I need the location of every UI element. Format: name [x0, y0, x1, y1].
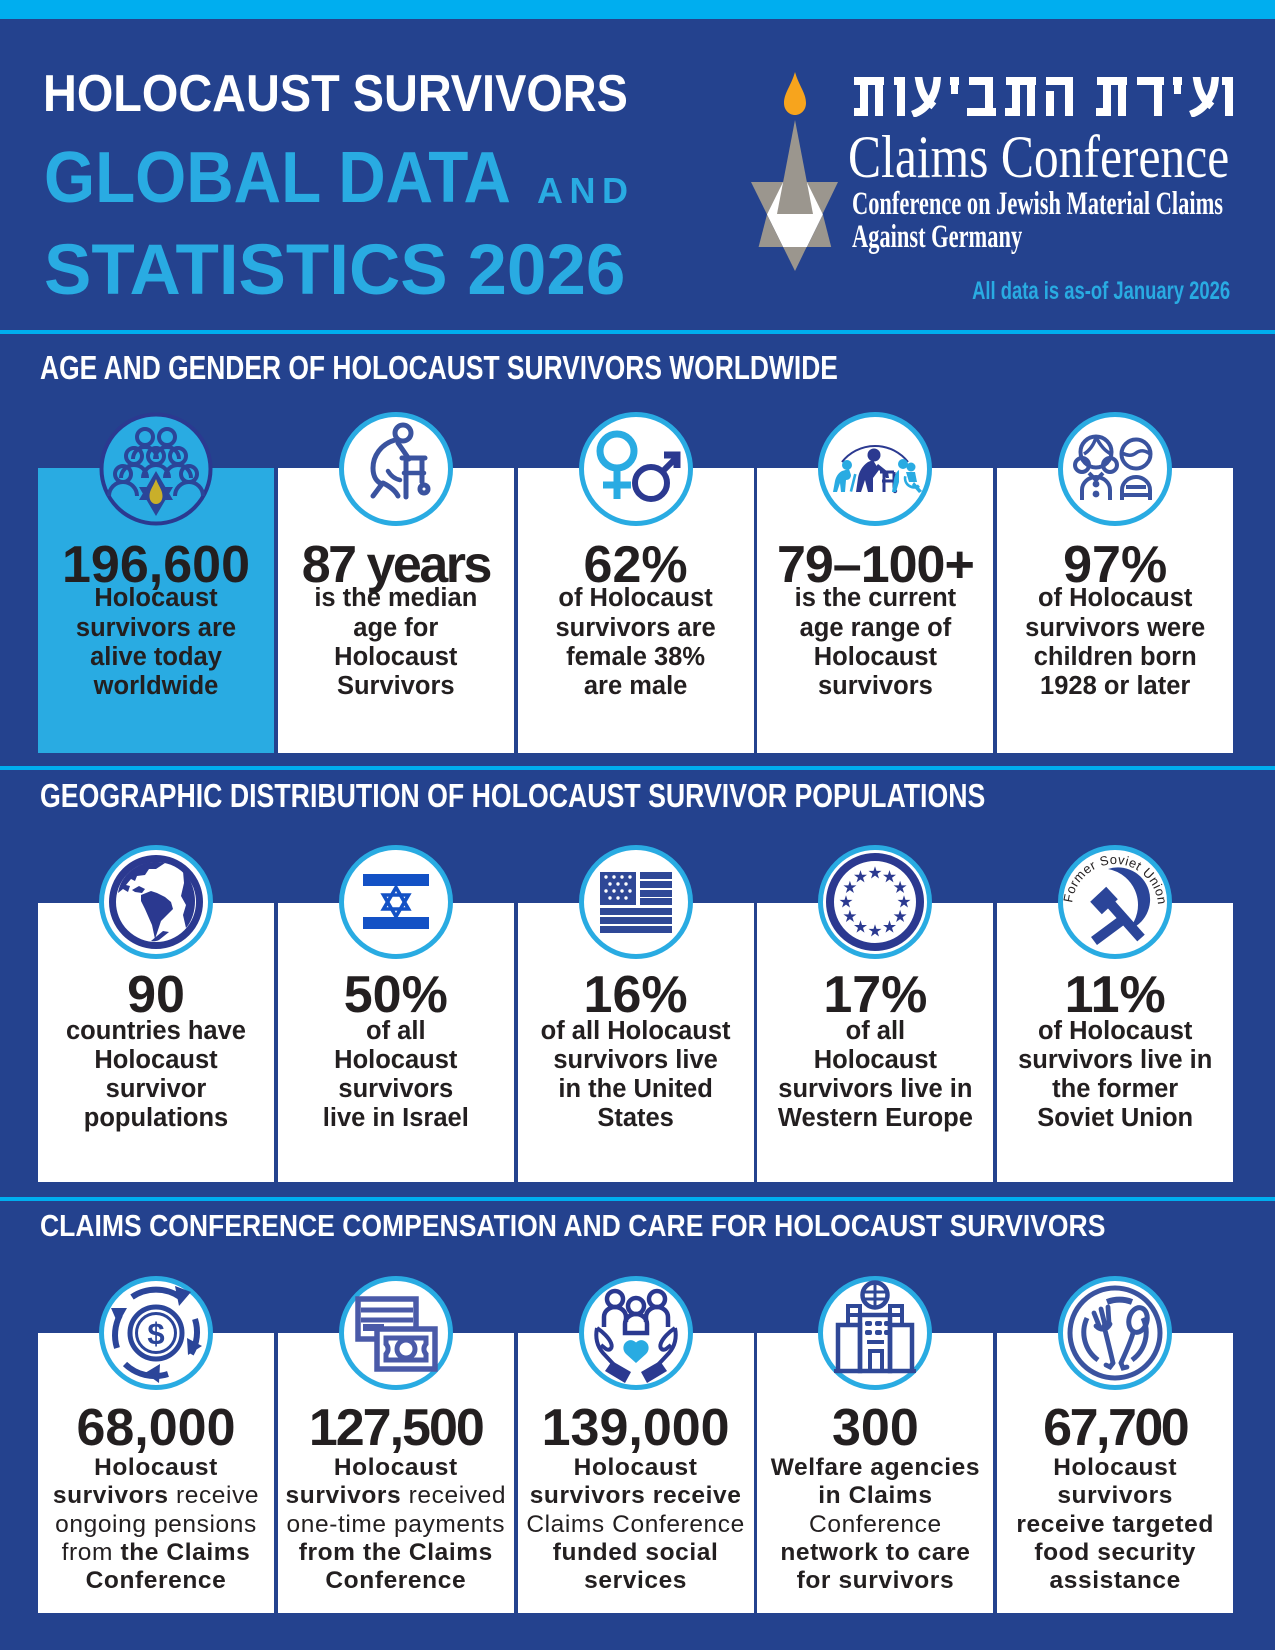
svg-text:$: $	[147, 1316, 164, 1351]
